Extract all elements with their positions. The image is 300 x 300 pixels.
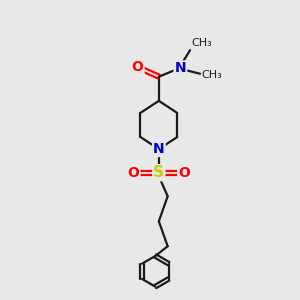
Text: O: O: [178, 166, 190, 180]
Text: N: N: [153, 142, 165, 156]
Text: S: S: [153, 165, 164, 180]
Text: CH₃: CH₃: [191, 38, 212, 48]
Text: N: N: [175, 61, 186, 75]
Text: O: O: [132, 60, 144, 74]
Text: CH₃: CH₃: [202, 70, 223, 80]
Text: O: O: [128, 166, 140, 180]
